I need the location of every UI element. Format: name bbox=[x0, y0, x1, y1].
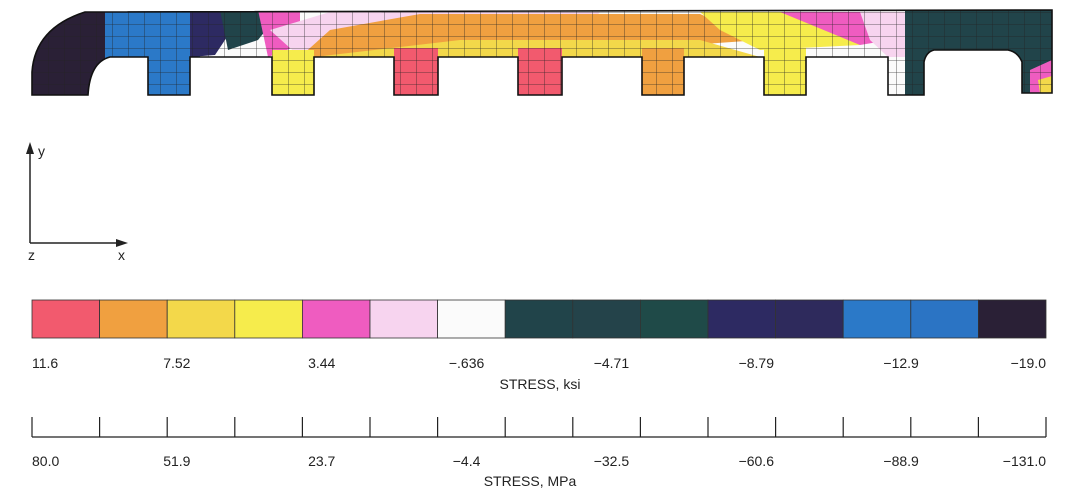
mpa-tick-label: −131.0 bbox=[1003, 453, 1046, 469]
z-axis-label: z bbox=[28, 247, 35, 263]
mpa-tick-label: −88.9 bbox=[883, 453, 919, 469]
ksi-tick-label: −.636 bbox=[449, 355, 485, 371]
ksi-band-13 bbox=[911, 300, 979, 338]
ksi-tick-label: −4.71 bbox=[594, 355, 630, 371]
y-axis-label: y bbox=[38, 143, 45, 159]
ksi-band-2 bbox=[167, 300, 235, 338]
ksi-band-12 bbox=[843, 300, 911, 338]
ksi-band-6 bbox=[438, 300, 506, 338]
ksi-band-5 bbox=[370, 300, 438, 338]
mpa-tick-label: −60.6 bbox=[739, 453, 775, 469]
ksi-tick-labels: 11.6 7.52 3.44 −.636 −4.71 −8.79 −12.9 −19.0 bbox=[32, 355, 1046, 371]
ksi-band-8 bbox=[573, 300, 641, 338]
coordinate-axes: y x z bbox=[26, 142, 128, 263]
x-axis-label: x bbox=[118, 247, 125, 263]
ksi-band-4 bbox=[302, 300, 370, 338]
ksi-band-0 bbox=[32, 300, 100, 338]
color-scale-ksi bbox=[32, 300, 1046, 338]
mpa-tick-label: −32.5 bbox=[594, 453, 630, 469]
mpa-tick-label: 51.9 bbox=[163, 453, 190, 469]
ksi-tick-label: 3.44 bbox=[308, 355, 335, 371]
fe-model bbox=[20, 0, 1060, 100]
ksi-band-1 bbox=[100, 300, 168, 338]
mpa-tick-label: −4.4 bbox=[453, 453, 481, 469]
ksi-band-10 bbox=[708, 300, 776, 338]
ksi-tick-label: −12.9 bbox=[883, 355, 919, 371]
ksi-scale-title: STRESS, ksi bbox=[500, 376, 581, 392]
ksi-band-7 bbox=[505, 300, 573, 338]
ksi-tick-label: −8.79 bbox=[739, 355, 775, 371]
ksi-tick-label: 7.52 bbox=[163, 355, 190, 371]
mpa-tick-label: 23.7 bbox=[308, 453, 335, 469]
ksi-tick-label: 11.6 bbox=[32, 355, 58, 371]
ksi-band-3 bbox=[235, 300, 303, 338]
mpa-tick-labels: 80.0 51.9 23.7 −4.4 −32.5 −60.6 −88.9 −131.0 bbox=[32, 453, 1046, 469]
mpa-ruler bbox=[32, 417, 1046, 437]
ksi-band-14 bbox=[978, 300, 1046, 338]
ksi-band-11 bbox=[776, 300, 844, 338]
mpa-tick-label: 80.0 bbox=[32, 453, 59, 469]
ksi-tick-label: −19.0 bbox=[1011, 355, 1047, 371]
ksi-band-9 bbox=[640, 300, 708, 338]
mpa-scale-title: STRESS, MPa bbox=[484, 473, 577, 489]
